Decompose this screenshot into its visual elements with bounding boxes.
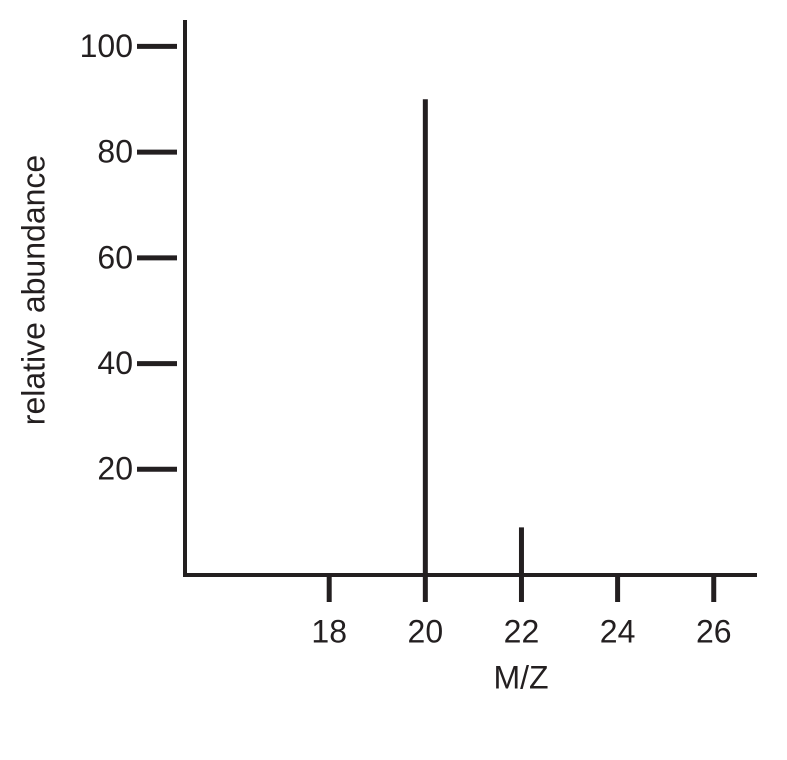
y-tick-label: 60 [97,239,133,275]
y-tick-label: 80 [97,134,133,170]
y-tick-label: 20 [97,451,133,487]
x-tick-label: 22 [504,613,540,649]
x-tick-label: 24 [600,613,636,649]
y-tick-label: 100 [80,28,133,64]
x-tick-label: 20 [408,613,444,649]
x-axis-label: M/Z [493,659,548,695]
y-axis-label: relative abundance [15,155,51,425]
y-tick-label: 40 [97,345,133,381]
x-tick-label: 18 [311,613,347,649]
x-tick-label: 26 [696,613,732,649]
